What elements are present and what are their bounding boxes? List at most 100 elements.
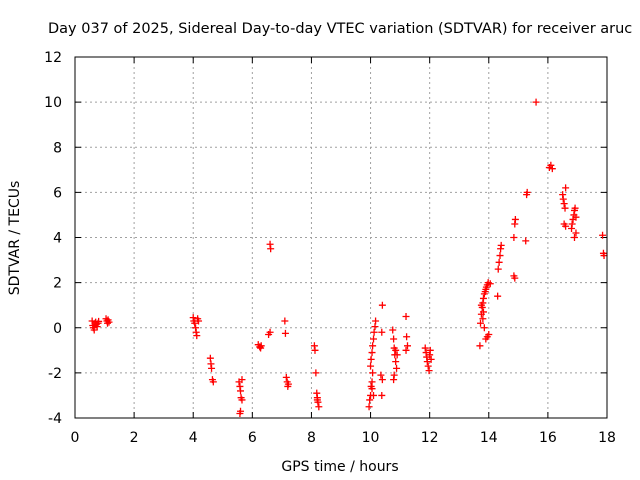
data-point	[423, 358, 431, 366]
data-point	[393, 364, 401, 372]
data-point	[256, 343, 264, 351]
data-point	[369, 342, 377, 350]
data-point	[559, 195, 567, 203]
data-point	[93, 323, 101, 331]
data-point	[494, 265, 502, 273]
data-point	[424, 362, 432, 370]
data-point	[404, 342, 411, 350]
data-point	[370, 328, 378, 336]
data-points	[88, 98, 608, 417]
grid-lines	[75, 57, 607, 418]
chart-title: Day 037 of 2025, Sidereal Day-to-day VTE…	[48, 21, 632, 37]
data-point	[477, 319, 485, 327]
y-tick-label: 4	[53, 231, 62, 247]
data-point	[421, 344, 429, 352]
data-point	[560, 200, 568, 208]
data-point	[562, 222, 570, 230]
x-tick-label: 8	[307, 430, 316, 446]
data-point	[377, 371, 385, 379]
x-tick-label: 2	[130, 430, 139, 446]
y-tick-label: 12	[44, 50, 62, 66]
data-point	[561, 204, 569, 212]
data-point	[494, 292, 502, 300]
data-point	[510, 234, 518, 241]
data-point	[372, 317, 380, 325]
tick-labels: 0 2 4 6 8 10 12 14 16 18 -4 -2 0 2 4 6 8 10 12	[44, 50, 616, 446]
data-point	[392, 346, 400, 354]
data-point	[390, 335, 398, 343]
data-point	[195, 317, 203, 325]
x-tick-label: 0	[71, 430, 80, 446]
data-point	[479, 308, 487, 316]
data-point	[378, 391, 386, 399]
data-point	[572, 229, 580, 237]
data-point	[402, 312, 410, 320]
data-point	[425, 367, 433, 375]
data-point	[313, 396, 321, 404]
data-point	[105, 318, 113, 326]
data-point	[479, 294, 487, 302]
data-point	[476, 342, 484, 350]
data-point	[479, 315, 487, 323]
data-point	[315, 403, 323, 411]
y-tick-label: 8	[53, 140, 62, 156]
data-point	[209, 378, 217, 386]
data-point	[562, 184, 570, 192]
data-point	[312, 369, 320, 377]
data-point	[266, 328, 274, 336]
data-point	[486, 280, 494, 288]
y-tick-label: -4	[48, 411, 62, 427]
data-point	[495, 258, 503, 266]
data-point	[568, 220, 576, 228]
data-point	[378, 301, 386, 309]
data-point	[284, 380, 292, 388]
data-point	[281, 317, 289, 325]
data-point	[368, 378, 376, 386]
data-point	[369, 369, 377, 377]
x-tick-label: 14	[480, 430, 498, 446]
data-point	[389, 326, 397, 334]
x-tick-label: 10	[362, 430, 380, 446]
data-point	[497, 241, 505, 249]
data-point	[485, 331, 493, 339]
data-point	[281, 329, 289, 337]
data-point	[237, 387, 245, 395]
data-point	[238, 376, 246, 384]
data-point	[523, 188, 531, 196]
x-tick-label: 4	[189, 430, 198, 446]
data-point	[547, 161, 555, 169]
data-point	[496, 252, 504, 260]
data-point	[600, 252, 608, 260]
data-point	[311, 346, 319, 354]
x-tick-label: 18	[598, 430, 616, 446]
data-point	[548, 165, 556, 173]
data-point	[599, 231, 607, 239]
data-point	[370, 335, 378, 343]
data-point	[208, 364, 216, 372]
y-tick-label: 10	[44, 95, 62, 111]
data-point	[522, 237, 530, 245]
data-point	[368, 385, 376, 393]
data-point	[365, 403, 373, 411]
data-point	[572, 213, 580, 221]
data-point	[191, 319, 199, 327]
x-tick-label: 6	[248, 430, 257, 446]
data-point	[426, 346, 434, 354]
data-point	[95, 317, 103, 325]
y-tick-label: 2	[53, 276, 62, 292]
data-point	[236, 409, 244, 417]
x-tick-label: 12	[421, 430, 439, 446]
data-point	[378, 376, 386, 384]
data-point	[532, 98, 540, 106]
data-point	[390, 376, 398, 384]
y-tick-label: 6	[53, 185, 62, 201]
data-point	[570, 234, 578, 241]
y-axis-label: SDTVAR / TECUs	[7, 181, 23, 296]
data-point	[378, 328, 386, 336]
data-point	[266, 240, 274, 248]
data-point	[367, 355, 375, 363]
data-point	[367, 362, 375, 370]
data-point	[403, 333, 411, 341]
data-point	[477, 301, 485, 309]
